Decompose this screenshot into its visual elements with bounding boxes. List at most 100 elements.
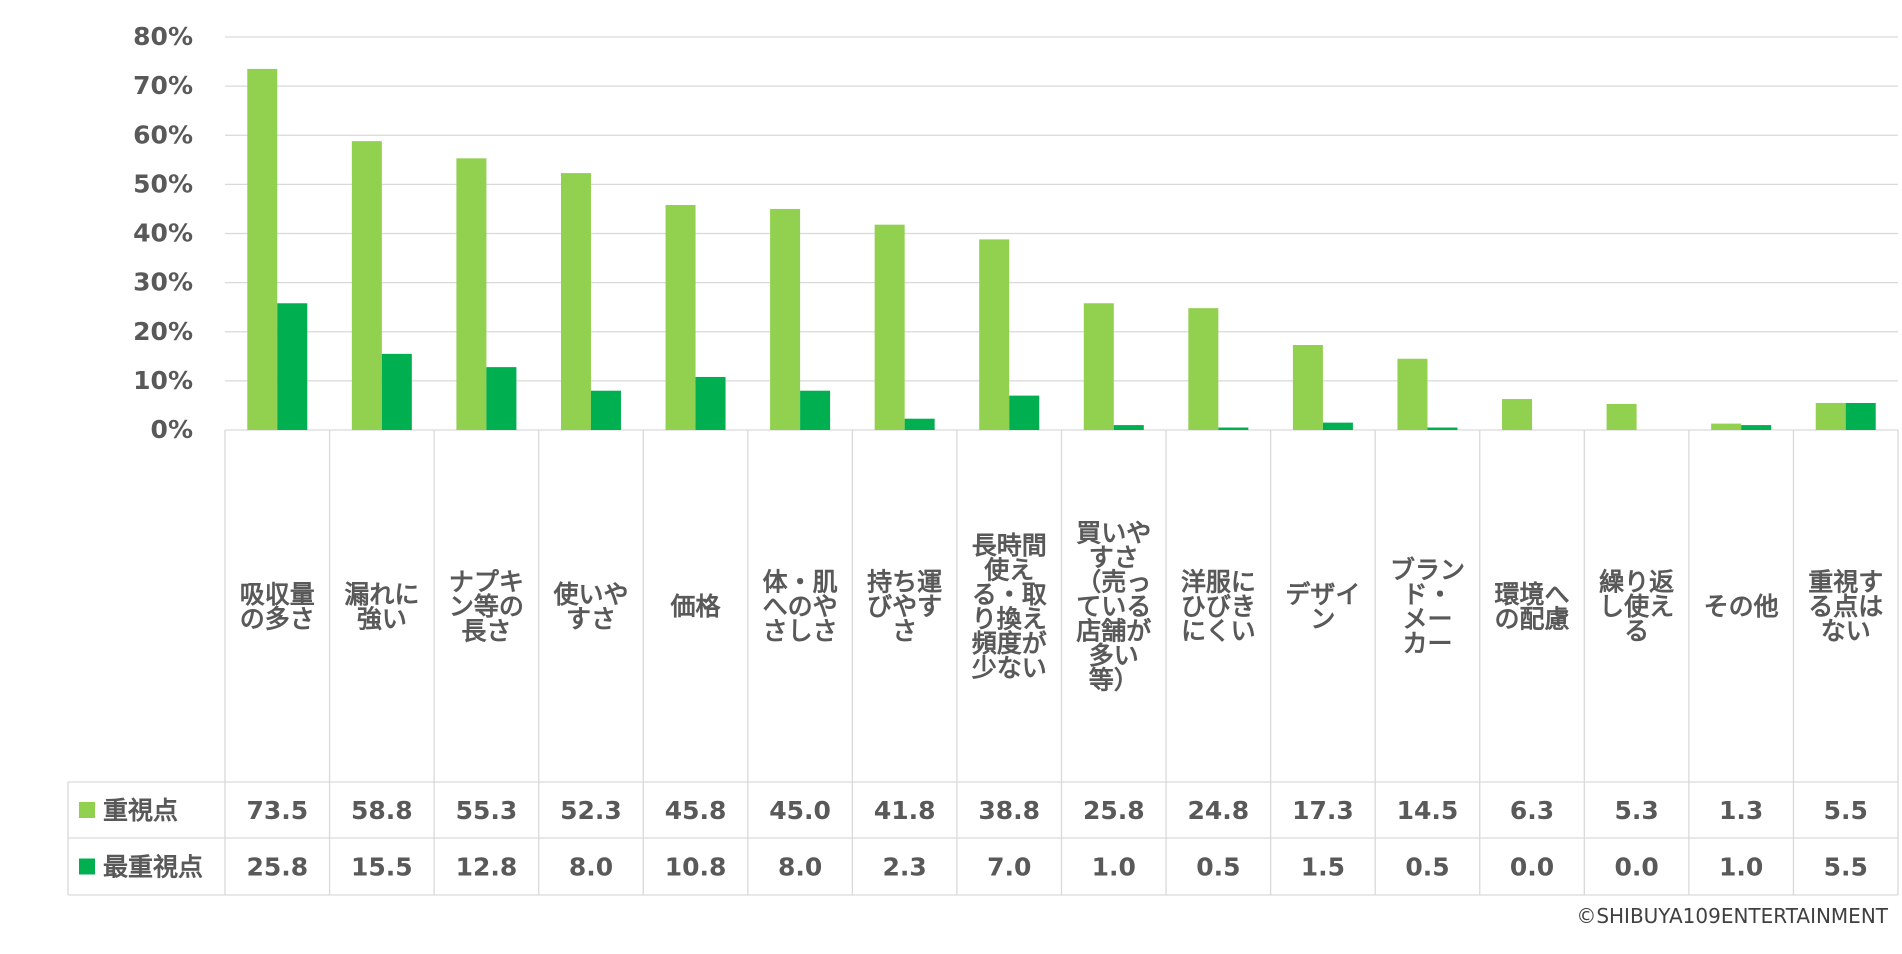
category-label-line: 環境へ [1495, 580, 1570, 609]
data-table-value: 6.3 [1510, 796, 1554, 825]
category-label-line: 重視す [1808, 568, 1883, 597]
bar-secondary [1218, 427, 1249, 430]
category-label-line: メー [1402, 604, 1452, 633]
category-label: 持ち運びやすさ [867, 568, 942, 646]
category-label-line: 等） [1089, 666, 1139, 695]
bar-primary [979, 239, 1010, 430]
bar-primary [247, 68, 278, 431]
y-tick-label: 30% [133, 268, 193, 297]
category-label-line: 持ち運 [867, 568, 942, 597]
category-label-line: 洋服に [1181, 568, 1256, 597]
category-label-line: 価格 [670, 592, 722, 621]
category-label-line: デザイ [1285, 580, 1360, 609]
data-table-value: 1.5 [1301, 853, 1345, 882]
y-tick-label: 0% [151, 415, 193, 444]
data-table-value: 73.5 [246, 796, 308, 825]
data-table-value: 5.5 [1824, 796, 1868, 825]
category-label-line: （売っ [1076, 568, 1151, 597]
bar-primary [1815, 402, 1846, 430]
category-label-line: る点は [1808, 592, 1883, 621]
bar-primary [1711, 423, 1742, 430]
category-label: ナプキン等の長さ [449, 568, 524, 646]
category-label: 使いやすさ [552, 580, 628, 634]
data-table-value: 38.8 [978, 796, 1040, 825]
bar-primary [665, 205, 696, 430]
bar-secondary [1427, 427, 1458, 430]
data-table-value: 17.3 [1292, 796, 1354, 825]
data-table-value: 15.5 [351, 853, 413, 882]
category-label: 価格 [670, 592, 722, 621]
data-table-value: 7.0 [987, 853, 1031, 882]
bar-secondary [277, 303, 308, 430]
bar-secondary [1741, 425, 1772, 430]
category-label: デザイン [1285, 580, 1360, 634]
category-label: 環境への配慮 [1495, 580, 1570, 634]
y-tick-label: 10% [133, 366, 193, 395]
category-label: 吸収量の多さ [240, 580, 315, 634]
category-label-line: ン等の [449, 592, 524, 621]
category-label-line: 多い [1089, 641, 1139, 670]
data-table-value: 1.0 [1719, 853, 1763, 882]
data-table-value: 24.8 [1188, 796, 1250, 825]
copyright-text: ©SHIBUYA109ENTERTAINMENT [1576, 904, 1888, 928]
category-label-line: ひびき [1181, 592, 1256, 621]
bar-primary [1083, 303, 1114, 430]
category-label-line: ている [1076, 592, 1151, 621]
category-label-line: すさ [566, 604, 616, 633]
data-table-value: 52.3 [560, 796, 622, 825]
data-table-value: 5.3 [1614, 796, 1658, 825]
data-table-value: 5.5 [1824, 853, 1868, 882]
category-label-line: 使え [983, 555, 1034, 584]
bar-primary [874, 224, 905, 430]
category-label-line: びやす [867, 592, 942, 621]
bar-primary [351, 141, 382, 430]
category-label-line: さ [892, 617, 917, 646]
data-table-value: 25.8 [246, 853, 308, 882]
category-label-line: ド・ [1402, 580, 1452, 609]
category-label: 重視する点はない [1808, 568, 1883, 646]
data-table-value: 55.3 [456, 796, 518, 825]
y-tick-label: 50% [133, 169, 193, 198]
category-label-line: へのや [763, 592, 838, 621]
category-label-line: の多さ [240, 604, 315, 633]
bar-secondary [486, 367, 517, 430]
category-label-line: り換え [972, 604, 1047, 633]
bar-secondary [904, 418, 935, 430]
category-label: 長時間使える・取り換え頻度が少ない [971, 531, 1047, 683]
category-label-line: ン [1310, 604, 1335, 633]
bar-primary [456, 158, 487, 430]
bar-secondary [1322, 422, 1353, 430]
category-label-line: 買いや [1076, 519, 1151, 548]
category-label-line: 漏れに [344, 580, 419, 609]
bar-secondary [1845, 402, 1876, 430]
bar-secondary [1009, 395, 1040, 430]
data-table-value: 12.8 [456, 853, 518, 882]
category-label-line: 頻度が [972, 629, 1047, 658]
category-label: 漏れに強い [344, 580, 419, 634]
data-table-value: 1.3 [1719, 796, 1763, 825]
category-label-line: 長時間 [972, 531, 1047, 560]
data-table-value: 8.0 [778, 853, 822, 882]
bar-primary [1397, 358, 1428, 430]
y-tick-label: 80% [133, 22, 193, 51]
bar-secondary [1113, 425, 1144, 430]
y-axis-tick-labels: 0% 10% 20% 30% 40% 50% 60% 70% 80% [133, 22, 193, 444]
category-label-line: ナプキ [449, 568, 524, 597]
category-label-line: る・取 [972, 580, 1047, 609]
category-label-line: カー [1402, 629, 1452, 658]
data-table-value: 0.0 [1510, 853, 1554, 882]
data-table-value: 0.5 [1196, 853, 1240, 882]
y-tick-label: 20% [133, 317, 193, 346]
bar-primary [1292, 345, 1323, 430]
category-label-line: その他 [1704, 592, 1779, 621]
category-label-line: 長さ [461, 617, 511, 646]
data-table-value: 0.0 [1614, 853, 1658, 882]
data-table-value: 58.8 [351, 796, 413, 825]
data-table-value: 14.5 [1397, 796, 1459, 825]
legend-key-secondary [79, 858, 95, 875]
category-label-line: し使え [1599, 592, 1674, 621]
category-label-line: にくい [1181, 617, 1256, 646]
category-label-line: さしさ [763, 617, 838, 646]
category-label-line: ブラン [1390, 555, 1465, 584]
